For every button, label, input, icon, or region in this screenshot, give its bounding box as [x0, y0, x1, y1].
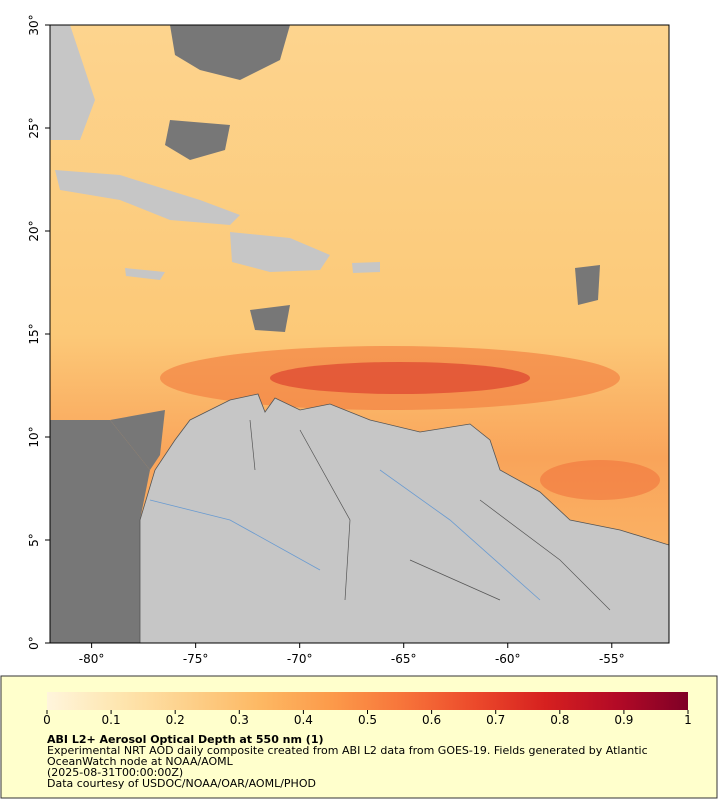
caption-line: (2025-08-31T00:00:00Z)	[47, 766, 183, 779]
colorbar-tick-label: 0.6	[422, 713, 441, 727]
y-tick-label: 10°	[27, 426, 41, 447]
caption-line: Data courtesy of USDOC/NOAA/OAR/AOML/PHO…	[47, 777, 316, 790]
colorbar-tick-label: 0.7	[486, 713, 505, 727]
x-tick-label: -65°	[391, 652, 417, 666]
caption-title: ABI L2+ Aerosol Optical Depth at 550 nm …	[47, 733, 324, 746]
colorbar-tick-label: 0	[43, 713, 51, 727]
x-tick-label: -75°	[183, 652, 209, 666]
colorbar-tick-label: 0.9	[614, 713, 633, 727]
x-tick-label: -60°	[495, 652, 521, 666]
colorbar-tick-label: 0.5	[358, 713, 377, 727]
map	[50, 25, 669, 643]
colorbar-tick-label: 0.4	[294, 713, 313, 727]
y-tick-label: 30°	[27, 14, 41, 35]
y-tick-label: 20°	[27, 220, 41, 241]
colorbar-tick-label: 0.2	[166, 713, 185, 727]
caption-line: OceanWatch node at NOAA/AOML	[47, 755, 234, 768]
y-tick-label: 5°	[27, 533, 41, 547]
colorbar-tick-label: 0.8	[550, 713, 569, 727]
x-tick-label: -70°	[287, 652, 313, 666]
colorbar	[47, 692, 688, 710]
colorbar-tick-label: 0.1	[102, 713, 121, 727]
y-tick-label: 15°	[27, 323, 41, 344]
y-tick-label: 0°	[27, 636, 41, 650]
x-tick-label: -55°	[599, 652, 625, 666]
x-tick-label: -80°	[79, 652, 105, 666]
colorbar-tick-label: 0.3	[230, 713, 249, 727]
y-tick-label: 25°	[27, 117, 41, 138]
caption-line: Experimental NRT AOD daily composite cre…	[47, 744, 648, 757]
colorbar-tick-label: 1	[684, 713, 692, 727]
